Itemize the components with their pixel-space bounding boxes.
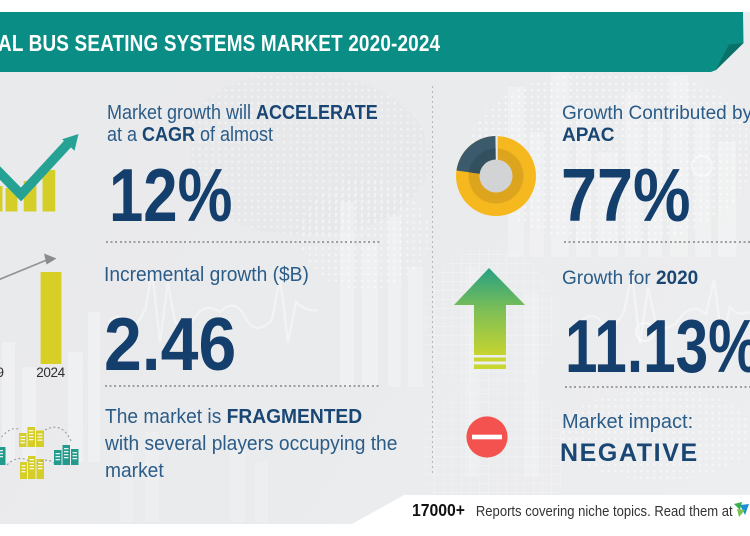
svg-text:9: 9 (0, 365, 4, 380)
svg-text:2024: 2024 (36, 365, 65, 380)
